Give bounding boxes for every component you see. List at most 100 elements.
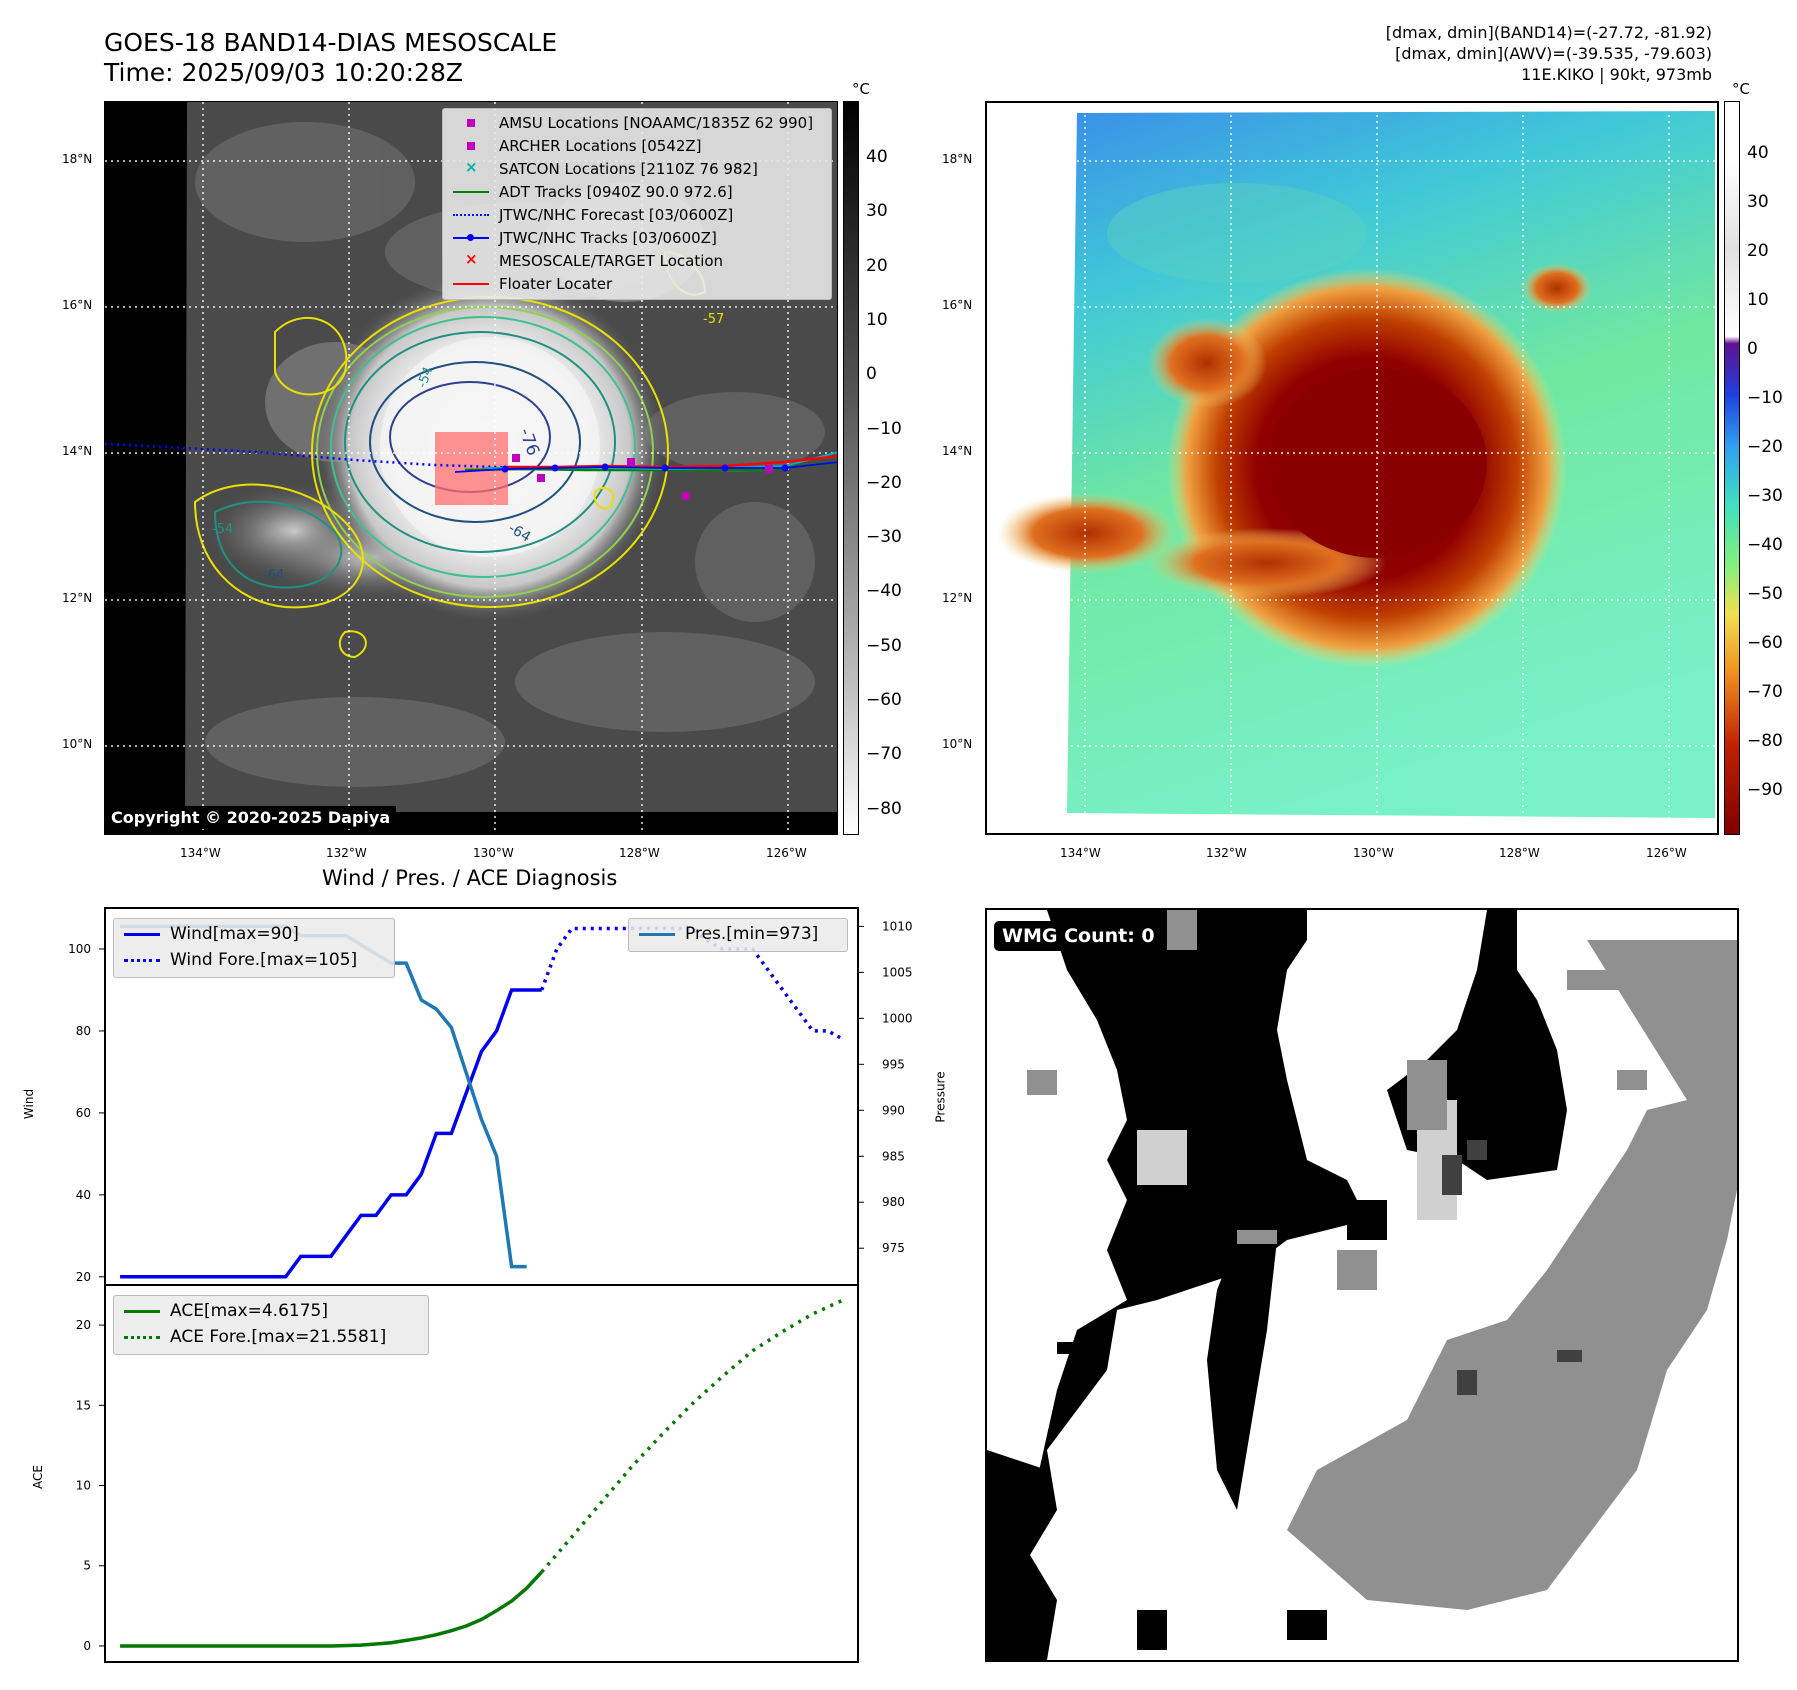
pressure-ytick-label-7: 1010 <box>882 919 913 933</box>
legend-satcon: × SATCON Locations [2110Z 76 982] <box>451 158 758 180</box>
pressure-ytick-label-3: 990 <box>882 1103 905 1117</box>
series-line-0 <box>120 988 542 1279</box>
band14-colorbar-tick-8: −40 <box>866 581 902 602</box>
pressure-ytick-label-1: 980 <box>882 1195 905 1209</box>
awv-colorbar-tick-2: 20 <box>1747 241 1769 261</box>
legend-wind-label: Wind[max=90] <box>170 924 299 944</box>
legend-wind: Wind[max=90] <box>122 923 299 945</box>
band14-colorbar-tick-1: 30 <box>866 201 888 222</box>
ace-series-line-0 <box>120 1570 544 1648</box>
awv-colorbar-tick-4: 0 <box>1747 339 1758 359</box>
square-marker-icon <box>451 116 491 130</box>
lat-label-right-4: 10°N <box>942 737 973 751</box>
legend-pressure-label: Pres.[min=973] <box>685 924 819 944</box>
ace-ytick-label-0: 0 <box>83 1639 91 1653</box>
legend-target: × MESOSCALE/TARGET Location <box>451 250 723 272</box>
ace-ytick-label-3: 15 <box>76 1398 91 1412</box>
lon-label-right-0: 134°W <box>1060 846 1101 860</box>
legend-ace-label: ACE[max=4.6175] <box>170 1301 328 1321</box>
figure-title: GOES-18 BAND14-DIAS MESOSCALE <box>104 28 558 57</box>
legend-amsu: AMSU Locations [NOAAMC/1835Z 62 990] <box>451 112 813 134</box>
band14-colorbar <box>843 101 859 835</box>
legend-forecast-label: JTWC/NHC Forecast [03/0600Z] <box>499 206 734 224</box>
legend-archer: ARCHER Locations [0542Z] <box>451 135 702 157</box>
lat-label-left-2: 14°N <box>62 444 93 458</box>
awv-colorbar-tick-5: −10 <box>1747 388 1783 408</box>
awv-colorbar-tick-0: 40 <box>1747 143 1769 163</box>
copyright-badge: Copyright © 2020-2025 Dapiya <box>105 806 397 829</box>
legend-floater-label: Floater Locater <box>499 275 613 293</box>
ace-axis-label: ACE <box>30 1465 45 1489</box>
awv-colorbar-unit: °C <box>1732 80 1750 98</box>
legend-ace: ACE[max=4.6175] <box>122 1300 328 1322</box>
lon-label-left-3: 128°W <box>619 846 660 860</box>
ace-legend: ACE[max=4.6175] ACE Fore.[max=21.5581] <box>113 1295 429 1355</box>
lat-label-right-3: 12°N <box>942 591 973 605</box>
lat-label-right-0: 18°N <box>942 152 973 166</box>
square-marker-icon <box>451 139 491 153</box>
lon-label-right-2: 130°W <box>1353 846 1394 860</box>
awv-colorbar-tick-12: −80 <box>1747 731 1783 751</box>
legend-forecast: JTWC/NHC Forecast [03/0600Z] <box>451 204 733 226</box>
contour-label-64-left: -64 <box>263 568 285 583</box>
awv-colorbar-tick-1: 30 <box>1747 192 1769 212</box>
wmg-imagery <box>987 910 1737 1660</box>
legend-amsu-label: AMSU Locations [NOAAMC/1835Z 62 990] <box>499 114 814 132</box>
lon-label-right-3: 128°W <box>1499 846 1540 860</box>
solid-line-icon <box>122 927 162 941</box>
lon-label-left-4: 126°W <box>766 846 807 860</box>
lon-label-right-1: 132°W <box>1206 846 1247 860</box>
awv-colorbar-tick-10: −60 <box>1747 633 1783 653</box>
legend-tracks-label: JTWC/NHC Tracks [03/0600Z] <box>499 229 717 247</box>
band14-colorbar-tick-0: 40 <box>866 147 888 167</box>
x-marker-icon: × <box>465 158 478 176</box>
contour-label-54-left: -54 <box>212 522 234 537</box>
lon-label-right-4: 126°W <box>1646 846 1687 860</box>
solid-line-icon <box>451 277 491 291</box>
dmax-band14-text: [dmax, dmin](BAND14)=(-27.72, -81.92) <box>1385 23 1712 42</box>
ace-chart: 0 5 10 15 20 <box>76 1284 859 1663</box>
wind-ytick-label-0: 20 <box>76 1270 91 1284</box>
pressure-legend: Pres.[min=973] <box>628 918 848 952</box>
dotted-line-icon <box>122 953 162 967</box>
awv-colorbar-tick-6: −20 <box>1747 437 1783 457</box>
awv-colorbar <box>1724 101 1740 835</box>
legend-pressure: Pres.[min=973] <box>637 923 818 945</box>
lat-label-left-1: 16°N <box>62 298 93 312</box>
solid-line-icon <box>637 927 677 941</box>
dotted-line-icon <box>122 1330 162 1344</box>
figure-time: Time: 2025/09/03 10:20:28Z <box>104 58 463 87</box>
legend-wind-forecast: Wind Fore.[max=105] <box>122 949 357 971</box>
band14-colorbar-unit: °C <box>852 80 870 98</box>
ace-chart-frame <box>104 1284 859 1663</box>
band14-colorbar-tick-2: 20 <box>866 255 888 276</box>
awv-colorbar-tick-13: −90 <box>1747 780 1783 800</box>
solid-line-icon <box>451 185 491 199</box>
band14-colorbar-tick-3: 10 <box>866 309 888 330</box>
awv-colorbar-tick-3: 10 <box>1747 290 1769 310</box>
band14-colorbar-tick-12: −80 <box>866 798 902 819</box>
pressure-ytick-label-5: 1000 <box>882 1011 913 1025</box>
band14-colorbar-tick-11: −70 <box>866 744 902 765</box>
lat-label-left-3: 12°N <box>62 591 93 605</box>
line-dot-icon <box>451 231 491 245</box>
pressure-ytick-label-4: 995 <box>882 1057 905 1071</box>
legend-satcon-label: SATCON Locations [2110Z 76 982] <box>499 160 758 178</box>
legend-ace-forecast-label: ACE Fore.[max=21.5581] <box>170 1327 387 1347</box>
wind-ytick-label-2: 60 <box>76 1106 91 1120</box>
contour-label-57: -57 <box>703 312 725 327</box>
legend-floater: Floater Locater <box>451 273 612 295</box>
pressure-ytick-label-0: 975 <box>882 1241 905 1255</box>
awv-colorbar-tick-7: −30 <box>1747 486 1783 506</box>
dmax-awv-text: [dmax, dmin](AWV)=(-39.535, -79.603) <box>1395 44 1712 63</box>
lon-label-left-1: 132°W <box>326 846 367 860</box>
x-marker-icon: × <box>465 250 478 268</box>
legend-ace-forecast: ACE Fore.[max=21.5581] <box>122 1326 386 1348</box>
dotted-line-icon <box>451 208 491 222</box>
solid-line-icon <box>122 1304 162 1318</box>
diagnosis-title: Wind / Pres. / ACE Diagnosis <box>322 866 618 890</box>
awv-colorbar-tick-9: −50 <box>1747 584 1783 604</box>
pressure-ytick-label-2: 985 <box>882 1149 905 1163</box>
lon-label-left-0: 134°W <box>180 846 221 860</box>
wind-ytick-label-4: 100 <box>68 942 91 956</box>
